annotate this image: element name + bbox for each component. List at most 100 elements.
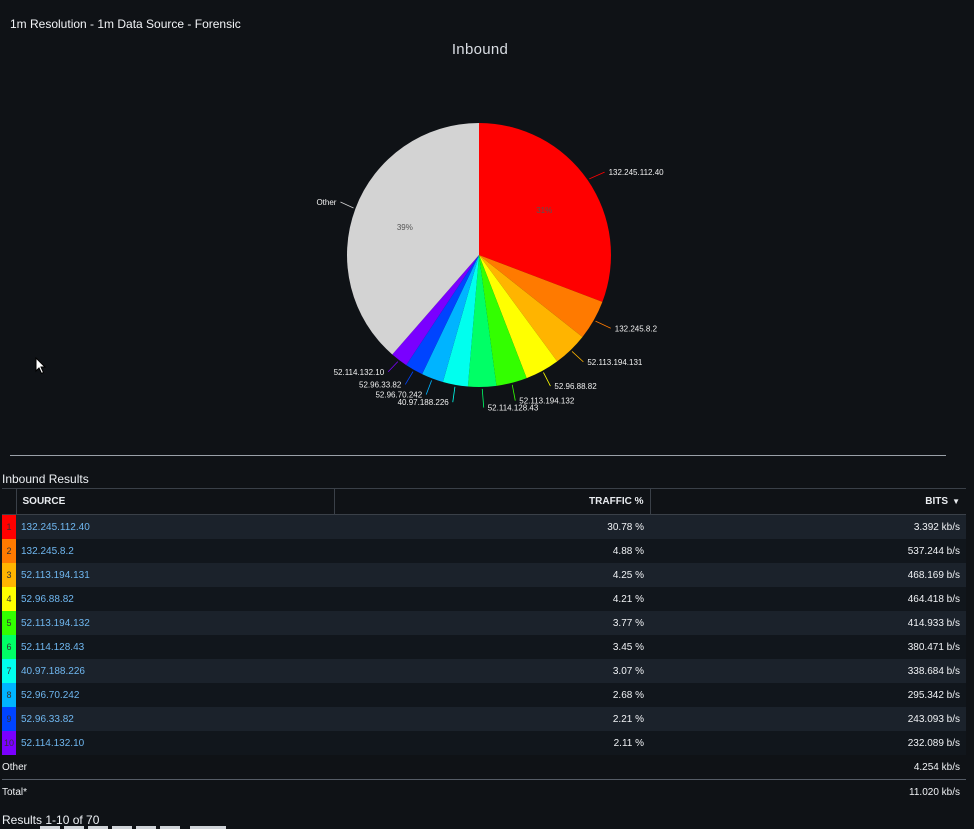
pie-chart: 132.245.112.40 31% 132.245.8.2 52.113.194.1…	[316, 123, 665, 413]
mouse-cursor-icon	[35, 356, 47, 380]
table-row: 7 40.97.188.226 3.07 % 338.684 b/s	[2, 659, 966, 683]
source-column-header[interactable]: SOURCE	[15, 488, 334, 515]
other-row: Other 4.254 kb/s	[2, 755, 966, 780]
traffic-percent: 3.45 %	[334, 635, 650, 659]
source-link[interactable]: 52.96.70.242	[16, 683, 334, 707]
pie-slice[interactable]	[406, 255, 479, 375]
sort-desc-icon[interactable]: ▼	[952, 497, 960, 506]
bits-column-label: BITS	[925, 496, 949, 507]
table-header-row: SOURCE TRAFFIC % BITS ▼	[2, 488, 966, 515]
pie-leader-line	[595, 320, 611, 329]
bits-value: 380.471 b/s	[650, 635, 966, 659]
results-count: Results 1-10 of 70	[2, 813, 100, 827]
pie-leader-line	[452, 386, 456, 403]
pie-leader-line	[543, 372, 551, 387]
table-row: 9 52.96.33.82 2.21 % 243.093 b/s	[2, 707, 966, 731]
pie-leader-line	[387, 361, 399, 373]
pie-slice[interactable]	[479, 255, 603, 337]
traffic-percent: 3.77 %	[334, 611, 650, 635]
bits-value: 414.933 b/s	[650, 611, 966, 635]
pager-button[interactable]	[190, 826, 226, 829]
source-link[interactable]: 52.114.132.10	[16, 731, 334, 755]
rank-swatch: 1	[2, 514, 16, 539]
pie-leader-line	[425, 380, 433, 395]
table-row: 3 52.113.194.131 4.25 % 468.169 b/s	[2, 563, 966, 587]
traffic-percent: 4.21 %	[334, 587, 650, 611]
rank-swatch: 9	[2, 707, 16, 731]
total-label: Total*	[2, 779, 334, 804]
bits-value: 338.684 b/s	[650, 659, 966, 683]
pie-slice-label: 132.245.112.40	[609, 168, 665, 177]
other-traffic	[334, 755, 650, 780]
pager-button[interactable]	[40, 826, 60, 829]
pie-slice[interactable]	[479, 255, 527, 386]
pager-button[interactable]	[88, 826, 108, 829]
pie-slice-label: 52.96.88.82	[554, 382, 597, 391]
source-link[interactable]: 52.113.194.132	[16, 611, 334, 635]
pager-button[interactable]	[112, 826, 132, 829]
pie-leader-line	[511, 384, 516, 401]
pie-slice-label: 132.245.8.2	[615, 324, 658, 333]
pie-slice-label: 52.114.132.10	[334, 368, 385, 377]
traffic-percent: 4.25 %	[334, 563, 650, 587]
table-row: 10 52.114.132.10 2.11 % 232.089 b/s	[2, 731, 966, 755]
pager-button[interactable]	[160, 826, 180, 829]
pie-slice[interactable]	[422, 255, 479, 382]
total-bits: 11.020 kb/s	[650, 779, 966, 804]
results-title: Inbound Results	[2, 472, 89, 486]
pie-slice[interactable]	[479, 123, 611, 302]
table-row: 1 132.245.112.40 30.78 % 3.392 kb/s	[2, 514, 966, 539]
pie-slice[interactable]	[479, 255, 583, 362]
rank-swatch: 8	[2, 683, 16, 707]
source-link[interactable]: 52.113.194.131	[16, 563, 334, 587]
pie-leader-line	[340, 201, 354, 209]
pie-slice[interactable]	[346, 123, 479, 355]
table-row: 8 52.96.70.242 2.68 % 295.342 b/s	[2, 683, 966, 707]
pie-slice-label: 52.113.194.132	[519, 397, 575, 406]
pie-slice[interactable]	[467, 255, 497, 387]
traffic-percent: 2.21 %	[334, 707, 650, 731]
table-row: 6 52.114.128.43 3.45 % 380.471 b/s	[2, 635, 966, 659]
page-title: 1m Resolution - 1m Data Source - Forensi…	[10, 17, 241, 31]
traffic-percent: 3.07 %	[334, 659, 650, 683]
table-row: 2 132.245.8.2 4.88 % 537.244 b/s	[2, 539, 966, 563]
source-link[interactable]: 52.96.88.82	[16, 587, 334, 611]
source-link[interactable]: 52.96.33.82	[16, 707, 334, 731]
pie-slice[interactable]	[479, 255, 558, 379]
pie-leader-line	[481, 388, 485, 408]
other-bits: 4.254 kb/s	[650, 755, 966, 780]
pie-slice[interactable]	[392, 255, 479, 366]
rank-column-header	[2, 488, 16, 515]
bits-value: 537.244 b/s	[650, 539, 966, 563]
pie-slice[interactable]	[442, 255, 479, 387]
chart-title: Inbound	[451, 41, 509, 58]
pie-slice-label: 52.96.70.242	[375, 391, 422, 400]
pie-leader-line	[404, 371, 414, 385]
pie-slice-label: 52.96.33.82	[359, 380, 402, 389]
source-link[interactable]: 40.97.188.226	[16, 659, 334, 683]
pie-percent-label: 39%	[397, 223, 413, 232]
pager-button[interactable]	[64, 826, 84, 829]
source-link[interactable]: 132.245.8.2	[16, 539, 334, 563]
pie-leader-line	[571, 351, 584, 363]
rank-swatch: 2	[2, 539, 16, 563]
pie-percent-label: 31%	[536, 206, 552, 215]
source-column-label: SOURCE	[22, 496, 66, 507]
traffic-percent: 2.68 %	[334, 683, 650, 707]
rank-swatch: 6	[2, 635, 16, 659]
source-link[interactable]: 52.114.128.43	[16, 635, 334, 659]
bits-column-header[interactable]: BITS ▼	[649, 488, 966, 515]
traffic-column-header[interactable]: TRAFFIC %	[333, 488, 650, 515]
table-row: 4 52.96.88.82 4.21 % 464.418 b/s	[2, 587, 966, 611]
pager-button[interactable]	[136, 826, 156, 829]
total-row: Total* 11.020 kb/s	[2, 779, 966, 804]
source-link[interactable]: 132.245.112.40	[16, 514, 334, 539]
table-row: 5 52.113.194.132 3.77 % 414.933 b/s	[2, 611, 966, 635]
pie-slice-label: 52.114.128.43	[488, 404, 539, 413]
bits-value: 295.342 b/s	[650, 683, 966, 707]
traffic-column-label: TRAFFIC %	[589, 496, 644, 507]
bits-value: 3.392 kb/s	[650, 514, 966, 539]
pie-slice-label: 52.113.194.131	[587, 358, 643, 367]
traffic-percent: 30.78 %	[334, 514, 650, 539]
